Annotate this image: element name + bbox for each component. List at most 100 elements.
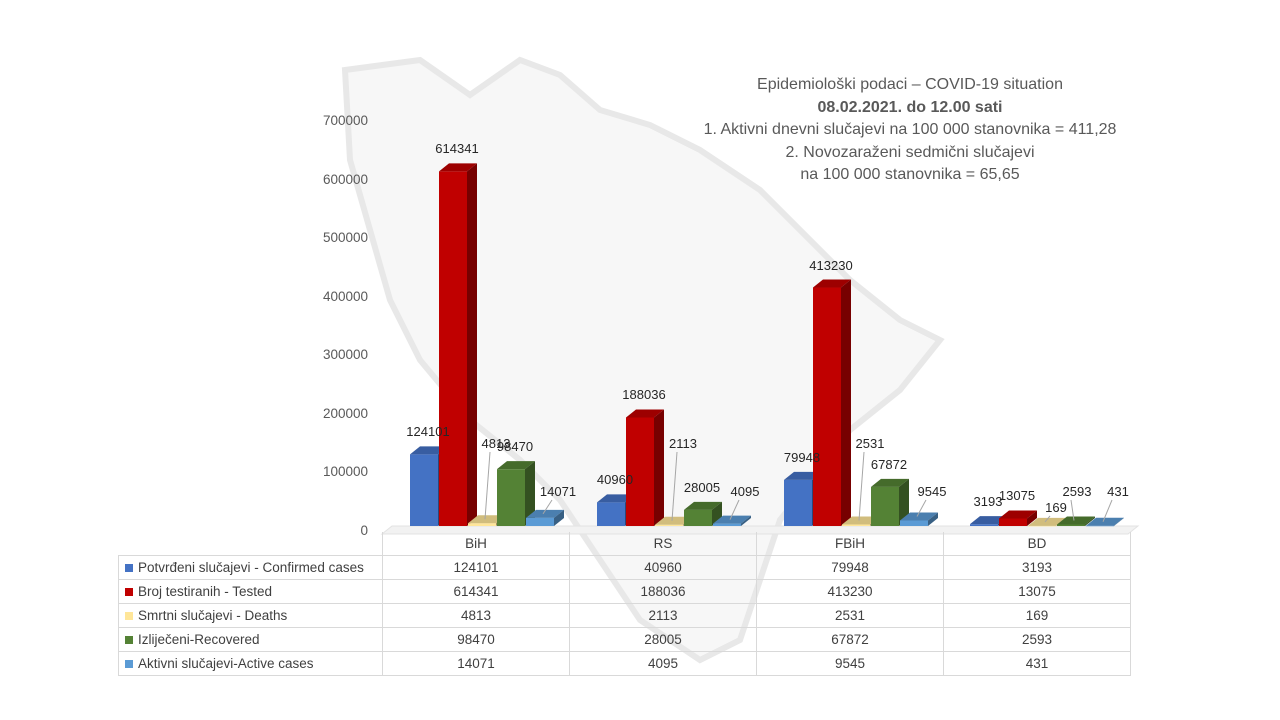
legend-entry: Potvrđeni slučajevi - Confirmed cases <box>118 555 383 580</box>
legend-label: Aktivni slučajevi-Active cases <box>138 656 314 671</box>
bar-rs-5-top <box>713 515 751 524</box>
data-label: 13075 <box>998 488 1036 504</box>
data-label: 79948 <box>783 449 821 465</box>
data-label: 3193 <box>973 494 1003 510</box>
bar-rs-2-side <box>654 409 664 526</box>
y-tick-label: 100000 <box>322 464 368 480</box>
data-label: 98470 <box>496 439 534 455</box>
bar-bd-5-side <box>1114 517 1124 526</box>
table-cell: 4095 <box>569 651 757 676</box>
data-label: 40960 <box>596 472 634 488</box>
leader-line <box>729 499 740 520</box>
data-label: 614341 <box>435 141 479 157</box>
title-line-4: 2. Novozaraženi sedmični slučajevi <box>785 143 1035 161</box>
legend-swatch <box>125 588 133 596</box>
table-row: Potvrđeni slučajevi - Confirmed cases 124… <box>118 555 1131 580</box>
table-cell: 2593 <box>943 627 1131 652</box>
chart-title: Epidemiološki podaci – COVID-19 situatio… <box>640 74 1180 187</box>
data-label: 169 <box>1045 500 1067 515</box>
bar-bih-3-top <box>468 515 506 524</box>
data-label: 4095 <box>730 484 760 499</box>
leader-line <box>1102 499 1113 522</box>
bar-bih-2-side <box>467 163 477 526</box>
leader-line <box>542 499 553 515</box>
bar-bd-4-side <box>1085 516 1095 526</box>
x-tick-label: FBiH <box>756 532 944 556</box>
legend-label: Izliječeni-Recovered <box>138 632 260 647</box>
table-row: Izliječeni-Recovered 98470 28005 67872 2593 <box>118 627 1131 652</box>
y-tick-label: 300000 <box>322 347 368 363</box>
legend-swatch <box>125 612 133 620</box>
bar-bd-2-top <box>999 510 1037 519</box>
legend-swatch <box>125 564 133 572</box>
bar-fbih-2-front <box>813 287 841 526</box>
table-cell: 40960 <box>569 555 757 580</box>
legend-swatch <box>125 660 133 668</box>
bar-fbih-1-front <box>784 479 812 526</box>
y-tick-label: 500000 <box>322 230 368 246</box>
bar-fbih-4-top <box>871 478 909 487</box>
bar-fbih-2-top <box>813 279 851 288</box>
table-category-row: BiH RS FBiH BD <box>118 532 1131 556</box>
table-cell: 169 <box>943 603 1131 628</box>
y-tick-label: 600000 <box>322 171 368 187</box>
y-tick-label: 0 <box>360 523 368 538</box>
data-label: 2531 <box>855 436 885 451</box>
x-tick-label: BD <box>943 532 1131 556</box>
data-label: 124101 <box>406 424 450 440</box>
leader-line <box>484 451 491 520</box>
x-tick-label: RS <box>569 532 757 556</box>
bar-bd-5-front <box>1086 525 1114 527</box>
bar-rs-1-front <box>597 502 625 526</box>
legend-entry: Smrtni slučajevi - Deaths <box>118 603 383 628</box>
leader-line <box>858 451 865 521</box>
table-cell: 28005 <box>569 627 757 652</box>
legend-label: Potvrđeni slučajevi - Confirmed cases <box>138 560 364 575</box>
data-label: 28005 <box>683 479 721 495</box>
bar-rs-5-side <box>741 515 751 526</box>
bar-bih-5-side <box>554 509 564 526</box>
bar-rs-4-front <box>684 509 712 526</box>
y-tick-label: 200000 <box>322 405 368 421</box>
bar-bih-4-front <box>497 469 525 526</box>
bar-fbih-3-top <box>842 516 880 525</box>
bar-bih-4-top <box>497 461 535 470</box>
leader-line <box>1070 499 1075 521</box>
bar-bd-2-side <box>1027 510 1037 526</box>
bar-bih-3-front <box>468 523 496 526</box>
table-cell: 3193 <box>943 555 1131 580</box>
bar-rs-2-front <box>626 417 654 526</box>
bar-rs-4-top <box>684 501 722 510</box>
bar-bd-1-top <box>970 516 1008 525</box>
table-cell: 4813 <box>382 603 570 628</box>
legend-label: Smrtni slučajevi - Deaths <box>138 608 288 623</box>
bar-rs-1-top <box>597 494 635 503</box>
title-line-2: 08.02.2021. do 12.00 sati <box>817 98 1003 116</box>
bar-fbih-3-front <box>842 524 870 526</box>
leader-line <box>671 451 678 521</box>
table-corner <box>118 532 383 556</box>
data-label: 2113 <box>669 436 697 451</box>
bar-fbih-2-side <box>841 279 851 526</box>
data-label: 67872 <box>870 456 908 472</box>
table-cell: 13075 <box>943 579 1131 604</box>
bar-bd-3-top <box>1028 517 1066 526</box>
data-label: 9545 <box>917 484 947 499</box>
table-cell: 14071 <box>382 651 570 676</box>
table-cell: 124101 <box>382 555 570 580</box>
legend-entry: Izliječeni-Recovered <box>118 627 383 652</box>
leader-line <box>1044 515 1051 523</box>
bar-bd-4-front <box>1057 524 1085 526</box>
legend-swatch <box>125 636 133 644</box>
bar-rs-2-top <box>626 409 664 418</box>
bar-bih-5-front <box>526 517 554 526</box>
bar-fbih-4-side <box>899 478 909 526</box>
bar-bih-5-top <box>526 509 564 518</box>
legend-entry: Aktivni slučajevi-Active cases <box>118 651 383 676</box>
bar-bd-3-front <box>1028 525 1056 527</box>
bar-rs-5-front <box>713 523 741 526</box>
data-label: 4813 <box>481 436 511 451</box>
bar-bd-2-front <box>999 518 1027 526</box>
bar-fbih-1-top <box>784 471 822 480</box>
